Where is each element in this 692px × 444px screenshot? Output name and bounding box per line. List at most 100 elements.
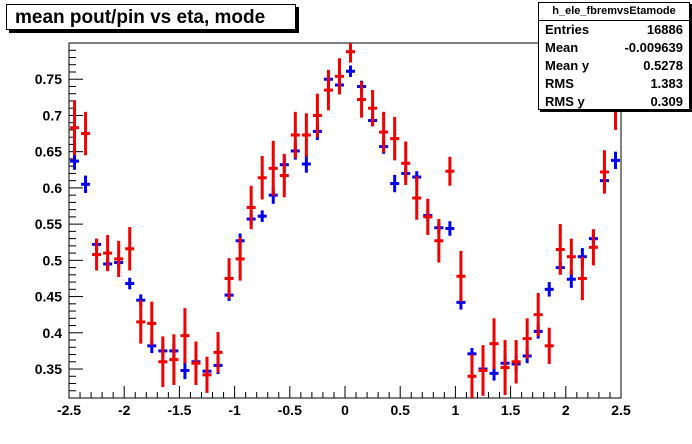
data-point [544, 282, 554, 297]
data-point [599, 150, 609, 194]
data-point [81, 111, 91, 156]
x-tick-label: 1 [452, 402, 460, 418]
data-point [279, 153, 289, 198]
chart-title: mean pout/pin vs eta, mode [15, 7, 266, 28]
x-tick-label: -2.5 [57, 402, 81, 418]
data-point [423, 198, 433, 235]
data-point [257, 210, 267, 222]
data-point [312, 93, 322, 138]
stats-row-entries: Entries 16886 [539, 21, 689, 39]
data-point [500, 340, 510, 396]
stats-entries-value: 16886 [646, 22, 683, 37]
data-point [489, 318, 499, 370]
data-point [125, 277, 135, 290]
stats-row-rms-y: RMS y 0.309 [539, 93, 689, 111]
y-tick-label: 0.75 [35, 71, 62, 87]
data-point [434, 219, 444, 263]
data-point [323, 69, 333, 111]
y-tick-label: 0.5 [43, 252, 63, 268]
stats-box: h_ele_fbremvsEtamode Entries 16886 Mean … [538, 2, 690, 110]
data-point [577, 256, 587, 301]
x-tick-label: -0.5 [278, 402, 302, 418]
data-point [235, 237, 245, 281]
stats-mean-y-label: Mean y [545, 58, 590, 73]
data-point [368, 90, 378, 127]
data-point [158, 336, 168, 388]
axes: -2.5 -2 -1.5 -1 -0.5 0 0.5 1 1.5 2 2.5 0.35 0.4 0.45 0… [35, 42, 631, 418]
data-point [334, 58, 344, 95]
stats-rms-y-value: 0.309 [650, 94, 683, 109]
x-tick-label: 2 [562, 402, 570, 418]
data-point [147, 301, 157, 346]
x-tick-label: -1.5 [167, 402, 191, 418]
data-point [268, 140, 278, 196]
data-point [566, 238, 576, 275]
data-point [81, 175, 91, 193]
stats-entries-label: Entries [545, 22, 590, 37]
data-point [346, 65, 356, 78]
y-tick-label: 0.35 [35, 361, 62, 377]
data-point [301, 155, 311, 173]
data-point [191, 341, 201, 385]
stats-rms-y-label: RMS y [545, 94, 585, 109]
y-tick-label: 0.65 [35, 144, 62, 160]
data-point [224, 258, 234, 299]
y-tick-label: 0.45 [35, 289, 62, 305]
data-point [412, 176, 422, 220]
stats-row-mean-y: Mean y 0.5278 [539, 57, 689, 75]
stats-rms-value: 1.383 [650, 76, 683, 91]
data-point [390, 174, 400, 193]
stats-row-rms: RMS 1.383 [539, 75, 689, 93]
x-tick-label: -2 [118, 402, 131, 418]
stats-mean-value: -0.009639 [624, 40, 683, 55]
data-point [290, 111, 300, 159]
data-point [456, 250, 466, 302]
x-tick-label: 0.5 [390, 402, 410, 418]
data-point [379, 111, 389, 153]
x-tick-label: -1 [228, 402, 241, 418]
y-tick-label: 0.7 [43, 107, 63, 123]
stats-mean-y-value: 0.5278 [643, 58, 683, 73]
data-point [136, 300, 146, 344]
data-series [70, 43, 620, 398]
data-point [588, 229, 598, 266]
data-point [70, 100, 80, 156]
data-point [390, 116, 400, 161]
x-tick-label: 2.5 [611, 402, 631, 418]
data-point [610, 151, 620, 170]
x-tick-label: 0 [341, 402, 349, 418]
data-point [246, 185, 256, 230]
data-point [522, 318, 532, 359]
data-point [202, 356, 212, 393]
stats-mean-label: Mean [545, 40, 579, 55]
stats-histogram-name: h_ele_fbremvsEtamode [539, 3, 689, 21]
stats-rms-label: RMS [545, 76, 574, 91]
data-point [257, 156, 267, 200]
data-point [70, 152, 80, 170]
y-tick-label: 0.4 [43, 325, 63, 341]
data-point [511, 340, 521, 384]
data-point [467, 354, 477, 398]
data-point [555, 224, 565, 275]
data-point [445, 156, 455, 186]
stats-row-mean: Mean -0.009639 [539, 39, 689, 57]
y-tick-label: 0.55 [35, 216, 62, 232]
data-point [92, 238, 102, 271]
data-point [213, 332, 223, 373]
y-tick-label: 0.6 [43, 180, 63, 196]
data-point [544, 327, 554, 364]
data-point [478, 345, 488, 396]
data-point [301, 113, 311, 157]
data-point [346, 43, 356, 63]
data-point [125, 227, 135, 271]
data-point [180, 361, 190, 380]
data-point [180, 308, 190, 364]
data-point [169, 334, 179, 385]
data-point [114, 240, 124, 278]
data-point [401, 141, 411, 185]
data-point [357, 81, 367, 118]
data-point [445, 221, 455, 236]
data-point [533, 292, 543, 337]
x-tick-label: 1.5 [501, 402, 521, 418]
